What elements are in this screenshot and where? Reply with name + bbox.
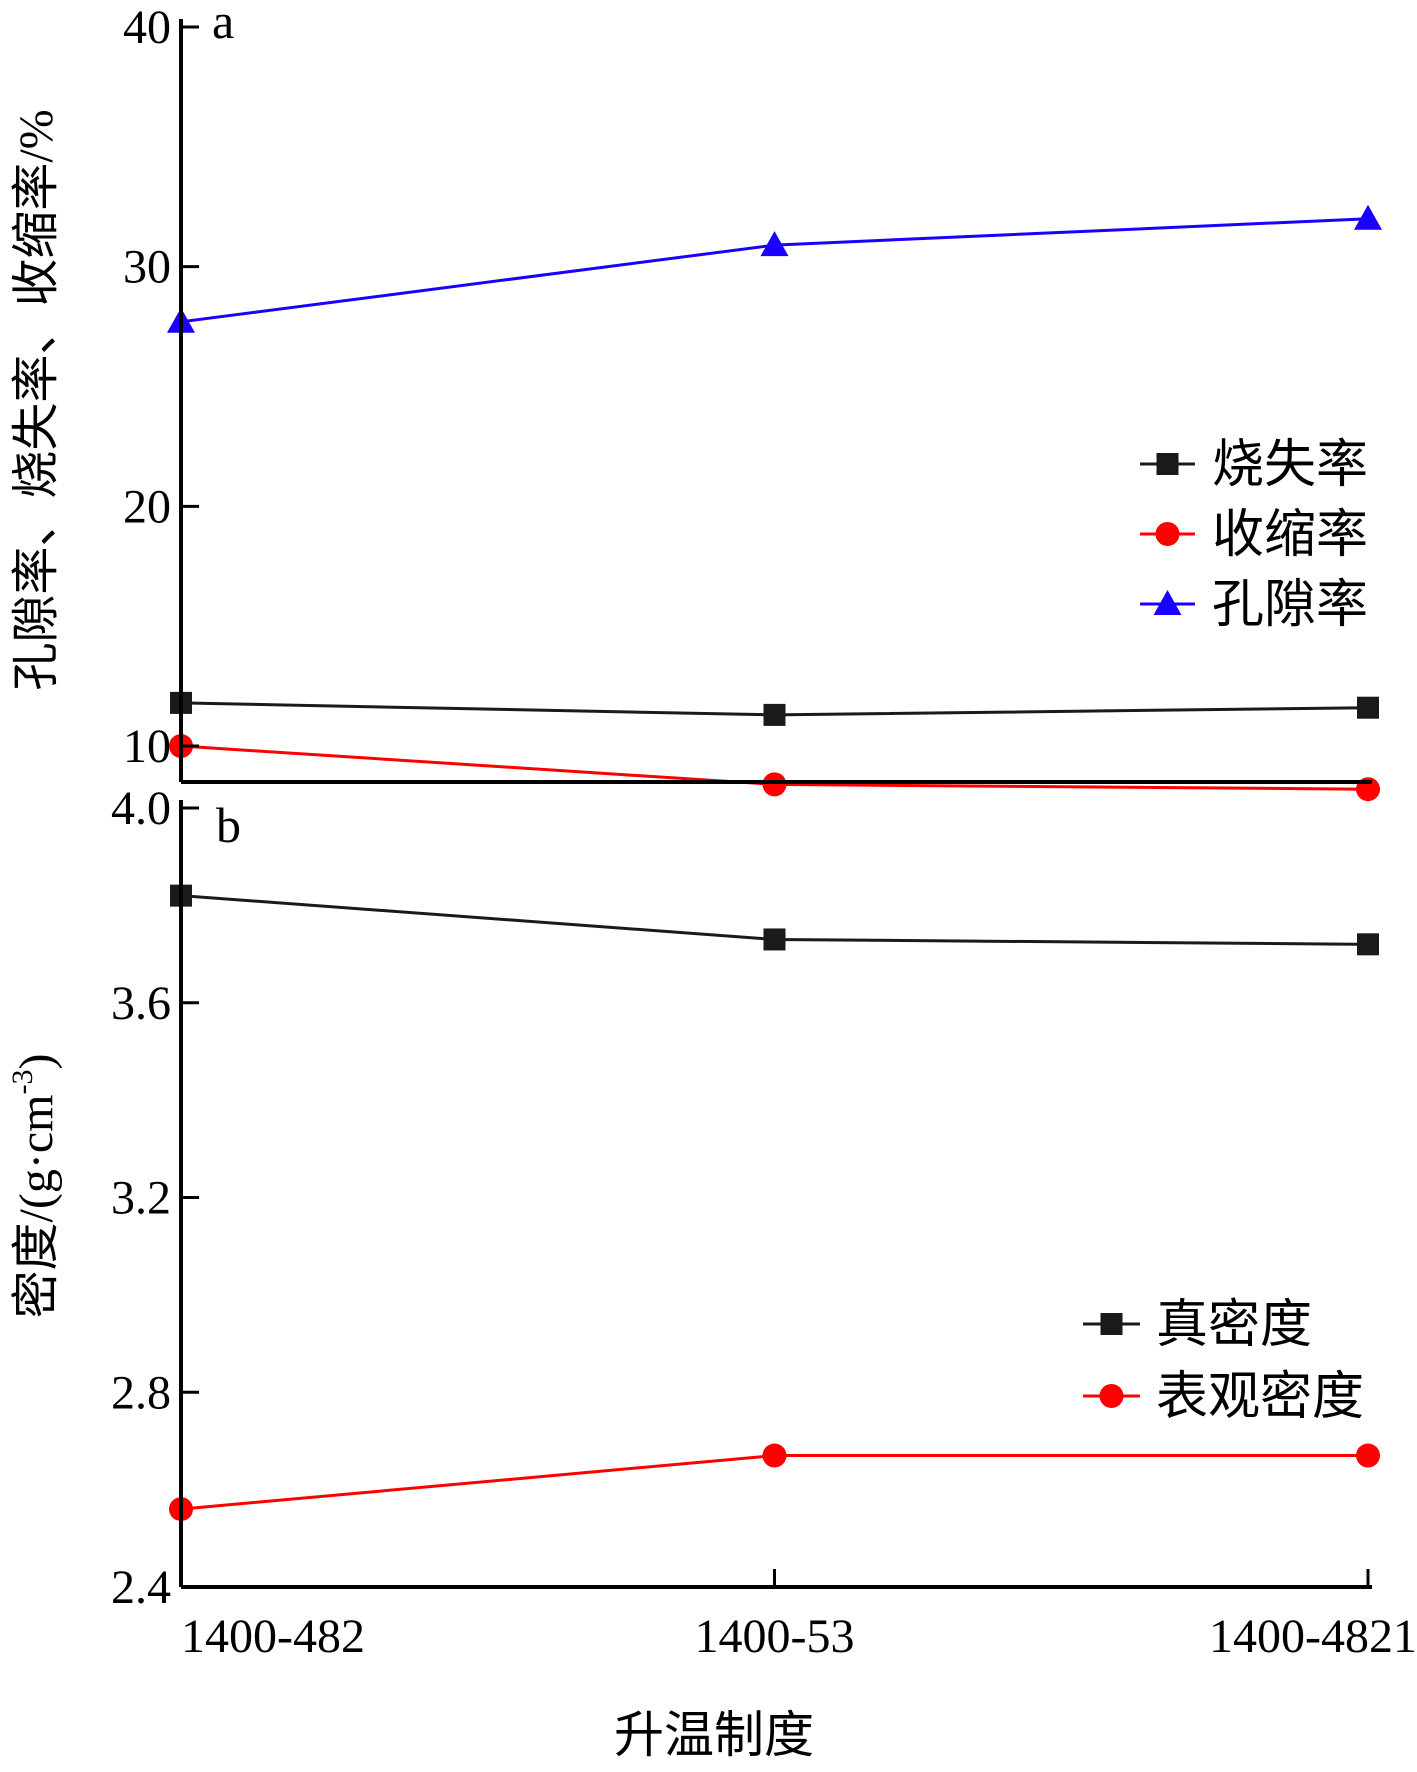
x-tick-label-1: 1400-53 xyxy=(695,1610,855,1663)
x-axis-tick-labels: 1400-482 1400-53 1400-4821 xyxy=(179,1569,1417,1663)
panel-b-y-tick-label-3: 3.6 xyxy=(111,977,171,1030)
x-tick-label-0: 1400-482 xyxy=(181,1610,365,1663)
panel-b-legend-label-0: 真密度 xyxy=(1156,1297,1312,1354)
panel-a-y-axis-label: 孔隙率、烧失率、收缩率/% xyxy=(10,109,63,690)
x-tick-label-2: 1400-4821 xyxy=(1209,1610,1417,1663)
panel-b-y-tick-label-2: 3.2 xyxy=(111,1172,171,1225)
panel-b-series-layer xyxy=(169,884,1380,1522)
x-axis-label: 升温制度 xyxy=(614,1707,814,1763)
panel-a-series-0-point-2 xyxy=(1357,696,1379,719)
panel-b-y-tick-label-0: 2.4 xyxy=(111,1561,171,1614)
panel-a-y-tick-label-2: 30 xyxy=(123,241,171,294)
panel-b-legend-marker-0 xyxy=(1100,1313,1123,1335)
panel-b-series-0-point-2 xyxy=(1357,933,1379,956)
panel-a-y-tick-label-0: 10 xyxy=(123,720,171,773)
panel-a-label: a xyxy=(212,0,234,49)
panel-b-series-0-point-1 xyxy=(763,928,786,951)
panel-a-series-layer xyxy=(167,204,1382,802)
panel-b-legend-marker-1 xyxy=(1099,1384,1124,1408)
panel-a-series-1-point-1 xyxy=(762,772,787,797)
panel-b-y-tick-label-1: 2.8 xyxy=(111,1366,171,1419)
panel-a-series-0-point-1 xyxy=(763,703,786,726)
panel-b-series-1-point-1 xyxy=(762,1443,787,1468)
panel-b-legend-label-1: 表观密度 xyxy=(1156,1369,1364,1426)
panel-b-label: b xyxy=(216,797,241,853)
panel-b-y-tick-label-4: 4.0 xyxy=(111,782,171,835)
panel-a-legend-marker-0 xyxy=(1156,453,1179,475)
panel-a-legend-marker-2 xyxy=(1153,590,1182,615)
panel-a-series-2-point-1 xyxy=(760,231,789,257)
panel-b-y-axis-label: 密度/(g·cm-3) xyxy=(6,1054,63,1319)
panel-a-series-2-point-2 xyxy=(1354,204,1382,230)
panel-a-legend-marker-1 xyxy=(1155,522,1180,546)
panel-b-series-1-point-2 xyxy=(1356,1443,1380,1468)
panel-a-y-tick-label-1: 20 xyxy=(123,480,171,533)
panel-a-axes: 10 20 30 40 xyxy=(123,1,1372,784)
panel-a-legend-label-1: 收缩率 xyxy=(1212,507,1368,564)
panel-a-legend-label-2: 孔隙率 xyxy=(1212,577,1368,634)
panel-a-y-tick-label-3: 40 xyxy=(123,1,171,54)
panel-b-axes: 2.4 2.8 3.2 3.6 4.0 xyxy=(111,782,1372,1614)
panel-a-legend-label-0: 烧失率 xyxy=(1212,437,1368,494)
